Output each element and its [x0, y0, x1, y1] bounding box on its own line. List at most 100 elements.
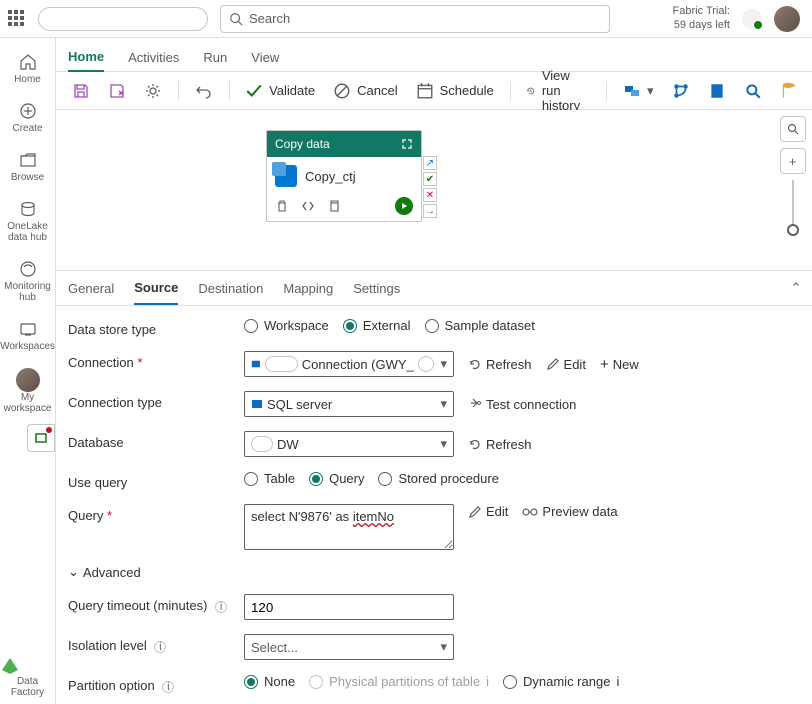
ribbon-tabs: Home Activities Run View [56, 38, 812, 72]
ptab-destination[interactable]: Destination [198, 273, 263, 304]
rail-home[interactable]: Home [0, 46, 56, 93]
run-activity-button[interactable] [395, 197, 413, 215]
settings-button[interactable] [138, 78, 168, 104]
radio-partition-none[interactable]: None [244, 674, 295, 689]
find-button[interactable] [738, 78, 768, 104]
connection-type-label: Connection type [68, 391, 244, 410]
partition-label: Partition option [68, 678, 155, 693]
connection-type-dropdown[interactable]: SQL server ▾ [244, 391, 454, 417]
info-icon[interactable]: i [215, 601, 227, 613]
zoom-slider[interactable] [792, 180, 794, 230]
variables-button[interactable]: ▾ [617, 78, 660, 104]
ptab-settings[interactable]: Settings [353, 273, 400, 304]
copy-data-icon [275, 165, 297, 187]
schedule-button[interactable]: Schedule [410, 78, 500, 104]
ptab-mapping[interactable]: Mapping [283, 273, 333, 304]
tab-view[interactable]: View [251, 50, 279, 71]
chevron-down-icon: ▾ [647, 83, 654, 99]
app-launcher-icon[interactable] [8, 10, 26, 28]
save-as-button[interactable] [102, 78, 132, 104]
notifications-icon[interactable] [742, 9, 762, 29]
database-label: Database [68, 431, 244, 450]
code-icon[interactable] [301, 199, 315, 213]
edit-connection-button[interactable]: Edit [546, 357, 586, 372]
isolation-label: Isolation level [68, 638, 147, 653]
radio-external[interactable]: External [343, 318, 411, 333]
rail-active-tab[interactable] [27, 424, 55, 452]
query-timeout-label: Query timeout (minutes) [68, 598, 207, 613]
radio-query[interactable]: Query [309, 471, 364, 486]
expand-icon[interactable] [401, 138, 413, 150]
use-query-label: Use query [68, 471, 244, 490]
copy-data-activity[interactable]: Copy data Copy_ctj [266, 130, 422, 222]
database-dropdown[interactable]: DW ▾ [244, 431, 454, 457]
nav-rail: Home Create Browse OneLake data hub Moni… [0, 38, 56, 704]
save-button[interactable] [66, 78, 96, 104]
info-icon[interactable]: i [486, 674, 489, 689]
radio-sample[interactable]: Sample dataset [425, 318, 535, 333]
refresh-database-button[interactable]: Refresh [468, 437, 532, 452]
radio-workspace[interactable]: Workspace [244, 318, 329, 333]
preview-data-button[interactable]: Preview data [522, 504, 617, 519]
query-timeout-input[interactable] [244, 594, 454, 620]
search-input[interactable]: Search [220, 5, 610, 33]
advanced-toggle[interactable]: ⌄ Advanced [68, 564, 802, 580]
clone-icon[interactable] [327, 199, 341, 213]
new-connection-button[interactable]: +New [600, 356, 639, 373]
data-store-type-label: Data store type [68, 318, 244, 337]
tab-home[interactable]: Home [68, 49, 104, 72]
breadcrumb [38, 7, 208, 31]
branch-button[interactable] [666, 78, 696, 104]
connection-label: Connection [68, 355, 134, 370]
connector-completion[interactable]: ✔ [423, 172, 437, 186]
properties-tabs: General Source Destination Mapping Setti… [56, 270, 812, 306]
zoom-fit-button[interactable] [780, 116, 806, 142]
trial-status: Fabric Trial: 59 days left [673, 5, 730, 31]
rail-create[interactable]: Create [0, 95, 56, 142]
connector-fail[interactable]: ✕ [423, 188, 437, 202]
validate-button[interactable]: Validate [239, 78, 321, 104]
info-icon[interactable]: i [162, 681, 174, 693]
edit-query-button[interactable]: Edit [468, 504, 508, 519]
pipeline-canvas[interactable]: + Copy data Copy_ctj [56, 110, 812, 270]
connector-success[interactable]: ↗ [423, 156, 437, 170]
radio-partition-dynamic[interactable]: Dynamic range i [503, 674, 619, 689]
search-icon [229, 12, 243, 26]
source-panel: Data store type Workspace External Sampl… [56, 306, 812, 704]
connection-dropdown[interactable]: Connection (GWY_ ▾ [244, 351, 454, 377]
rail-browse[interactable]: Browse [0, 144, 56, 191]
ptab-general[interactable]: General [68, 273, 114, 304]
cancel-button[interactable]: Cancel [327, 78, 403, 104]
avatar[interactable] [774, 6, 800, 32]
rail-my-workspace[interactable]: My workspace [0, 362, 56, 422]
info-icon[interactable]: i [154, 641, 166, 653]
rail-monitoring[interactable]: Monitoring hub [0, 253, 56, 311]
activity-name: Copy_ctj [305, 169, 356, 184]
rail-onelake[interactable]: OneLake data hub [0, 193, 56, 251]
rail-workspaces[interactable]: Workspaces [0, 313, 56, 360]
query-label: Query [68, 508, 103, 523]
isolation-dropdown[interactable]: Select... ▾ [244, 634, 454, 660]
activity-title: Copy data [275, 137, 330, 151]
test-connection-button[interactable]: Test connection [468, 397, 576, 412]
delete-icon[interactable] [275, 199, 289, 213]
ptab-source[interactable]: Source [134, 272, 178, 305]
tab-activities[interactable]: Activities [128, 50, 179, 71]
flag-button[interactable] [774, 78, 804, 104]
undo-button[interactable] [189, 78, 219, 104]
query-textarea[interactable]: select N'9876' as itemNo [244, 504, 454, 550]
radio-partition-physical: Physical partitions of table i [309, 674, 489, 689]
connector-skip[interactable]: → [423, 204, 437, 218]
tab-run[interactable]: Run [203, 50, 227, 71]
refresh-connection-button[interactable]: Refresh [468, 357, 532, 372]
zoom-in-button[interactable]: + [780, 148, 806, 174]
toolbar: Validate Cancel Schedule View run histor… [56, 72, 812, 110]
radio-stored-proc[interactable]: Stored procedure [378, 471, 498, 486]
search-placeholder: Search [249, 11, 290, 26]
info-icon[interactable]: i [616, 674, 619, 689]
rail-footer[interactable]: Data Factory [0, 656, 55, 704]
collapse-panel-button[interactable]: ⌃ [791, 280, 802, 296]
chevron-down-icon: ⌄ [68, 564, 79, 580]
notebook-button[interactable] [702, 78, 732, 104]
radio-table[interactable]: Table [244, 471, 295, 486]
